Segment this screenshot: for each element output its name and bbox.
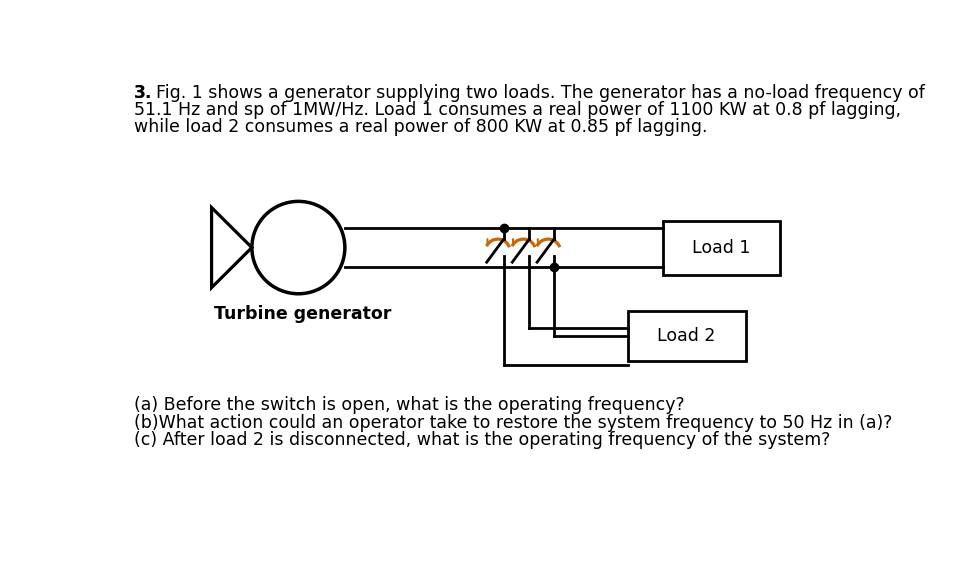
Text: while load 2 consumes a real power of 800 KW at 0.85 pf lagging.: while load 2 consumes a real power of 80…: [135, 118, 707, 136]
Text: Load 2: Load 2: [657, 327, 716, 345]
Text: 51.1 Hz and sp of 1MW/Hz. Load 1 consumes a real power of 1100 KW at 0.8 pf lagg: 51.1 Hz and sp of 1MW/Hz. Load 1 consume…: [135, 101, 901, 119]
Text: Turbine generator: Turbine generator: [213, 306, 391, 323]
Text: (c) After load 2 is disconnected, what is the operating frequency of the system?: (c) After load 2 is disconnected, what i…: [135, 431, 830, 449]
FancyBboxPatch shape: [663, 220, 780, 274]
Text: 3.: 3.: [135, 83, 153, 102]
Text: 3. Fig. 1 shows a generator supplying two loads. The generator has a no-load fre: 3. Fig. 1 shows a generator supplying tw…: [135, 83, 924, 102]
FancyBboxPatch shape: [628, 311, 746, 361]
Text: (b)What action could an operator take to restore the system frequency to 50 Hz i: (b)What action could an operator take to…: [135, 414, 893, 432]
Text: Load 1: Load 1: [692, 239, 751, 257]
Text: (a) Before the switch is open, what is the operating frequency?: (a) Before the switch is open, what is t…: [135, 396, 684, 414]
